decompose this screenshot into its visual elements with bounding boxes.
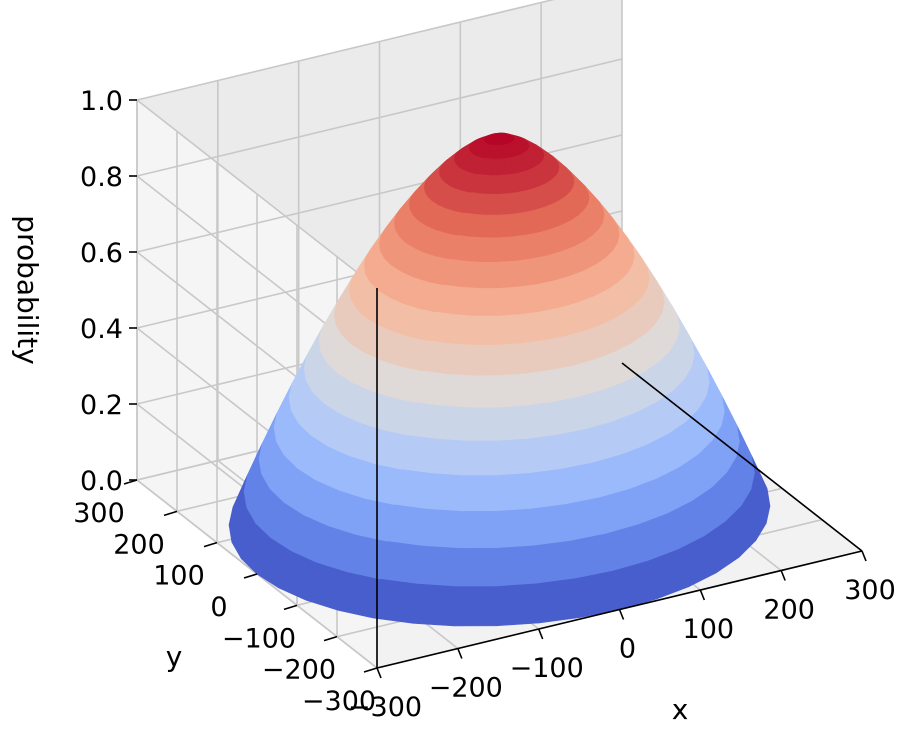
surface-facet [536,578,581,624]
z-tick-label: 1.0 [80,86,123,117]
surface-facet [387,504,428,547]
surface-facet [441,373,473,409]
surface-facet [496,508,535,549]
surface-facet [436,405,470,442]
surface-facet [529,468,568,510]
x-tick-label: 200 [763,595,815,626]
surface-facet [497,373,526,409]
x-tick [537,628,544,640]
x-tick [618,609,625,620]
surface-facet [453,586,497,627]
surface-facet [461,475,498,512]
surface-facet [473,315,499,346]
x-tick [699,589,706,601]
surface-facet [412,583,457,627]
y-tick-label: −100 [222,623,296,654]
surface-facet [497,343,524,377]
x-axis-label: x [672,693,689,726]
surface-facet [463,440,498,476]
y-tick [323,635,338,642]
surface-facet [446,343,475,377]
y-tick-label: −200 [262,655,336,686]
surface-facet [468,375,498,409]
surface-facet [531,503,572,547]
surface-facet [566,497,607,542]
surface-facet [373,578,419,624]
grid-line-z [136,99,378,289]
y-tick-label: −300 [302,686,376,717]
surface-facet [497,236,516,263]
z-tick-label: 0.4 [80,314,123,345]
surface-facet [466,407,498,442]
z-tick-label: 0.6 [80,238,123,269]
surface-facet [523,370,554,407]
surface-facet [496,405,529,442]
surface-facet [496,472,533,512]
surface-facet [431,438,468,476]
grid-line-z [136,58,623,177]
surface-facet [525,401,559,440]
surface-facet [481,237,499,263]
surface-facet [497,260,518,289]
surface-facet [456,547,498,587]
surface-facet [478,261,499,289]
x-tick-label: −200 [429,673,503,704]
surface-facet [495,583,540,627]
x-tick-label: 300 [844,575,896,606]
surface-facet [476,288,499,317]
x-tick [457,648,463,659]
x-tick-label: −100 [510,653,584,684]
surface-facet [570,533,614,579]
y-tick-label: 0 [210,592,227,623]
x-tick [376,667,382,679]
surface-facet [471,344,499,377]
y-tick-label: 300 [73,498,125,529]
y-tick-label: 100 [153,561,205,592]
surface-facet [497,286,520,317]
z-tick-label: 0.2 [80,390,123,421]
surface-facet [527,434,563,474]
surface-facet [426,473,465,512]
y-tick [203,541,218,548]
surface-facet [380,541,423,585]
probability-surface [228,132,771,627]
surface-facet [497,314,522,346]
tick-marks [123,99,867,679]
x-tick [861,550,867,562]
surface-facet [458,510,498,549]
tick-labels: −300−200−1000100200300−300−200−100010020… [73,86,896,723]
surface-facet [394,469,433,510]
surface-facet [496,545,537,587]
surface-facet [496,438,531,476]
y-axis-spine [621,362,863,552]
surface-facet [520,340,550,375]
x-tick [780,570,786,581]
x-tick-label: −300 [348,692,422,723]
surface-facet [417,545,460,587]
y-tick-label: 200 [113,529,165,560]
y-tick [243,573,258,579]
surface-facet [422,508,462,549]
y-tick [363,667,378,673]
grid-line-z [136,0,555,101]
y-tick [283,604,298,611]
y-tick [163,510,178,517]
x-tick-label: 0 [619,634,636,665]
surface-facet [704,521,740,574]
z-tick-label: 0.0 [80,466,123,497]
x-tick-label: 100 [683,614,735,645]
surface-facet [533,540,576,585]
y-axis-label: y [166,640,183,673]
surface-facet [483,214,499,239]
z-axis-label: probability [11,215,44,364]
surface-facet [451,314,478,346]
z-tick-label: 0.8 [80,162,123,193]
